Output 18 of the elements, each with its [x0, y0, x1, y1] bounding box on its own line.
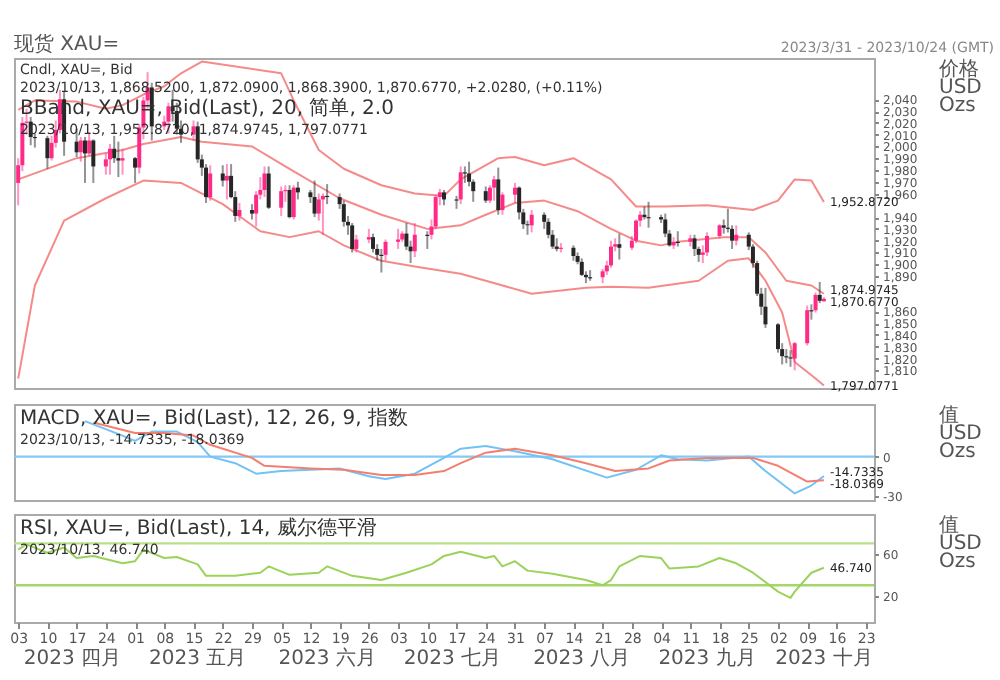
line-series	[17, 179, 825, 387]
line-series	[17, 60, 825, 212]
x2-tick-label: 2023 九月	[658, 646, 756, 670]
x2-tick-label: 2023 十月	[775, 646, 873, 670]
chart-title: 现货 XAU=	[14, 32, 120, 56]
x2-tick-label: 2023 五月	[149, 648, 247, 670]
y-axis-title: 值 USD Ozs	[939, 515, 983, 573]
annotation: RSI, XAU=, Bid(Last), 14, 威尔德平滑	[20, 516, 377, 540]
x2-tick-label: 2023 六月	[278, 646, 376, 670]
x2-tick-label: 2023 七月	[403, 646, 501, 670]
candlestick	[462, 165, 467, 184]
x2-tick-label: 2023 四月	[23, 648, 122, 670]
x2-tick-label: 2023 八月	[533, 648, 631, 670]
y-axis-title: 值 USD Ozs	[939, 405, 983, 463]
line-series	[17, 543, 825, 599]
candlestick	[788, 349, 793, 368]
annotation: MACD, XAU=, Bid(Last), 12, 26, 9, 指数	[20, 406, 408, 430]
y-axis-title: 价格 USD Ozs	[937, 57, 983, 117]
